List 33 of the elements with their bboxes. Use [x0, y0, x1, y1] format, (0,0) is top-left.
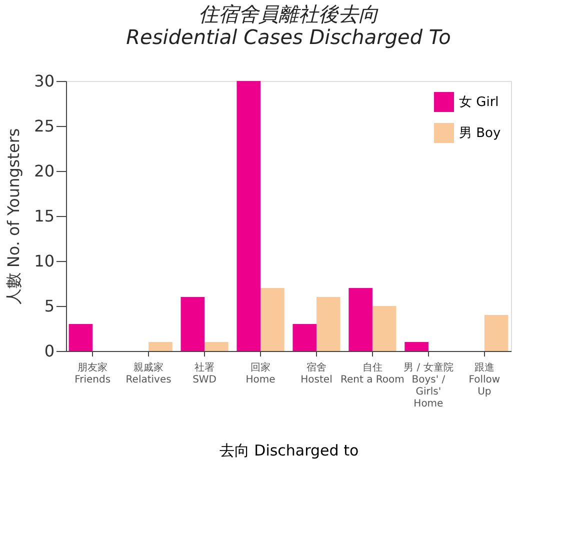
- y-tick-label: 0: [44, 342, 54, 360]
- x-tick-label: 社署 SWD: [192, 362, 217, 386]
- y-tick-label: 15: [34, 206, 54, 226]
- bar: [180, 297, 205, 351]
- bar: [404, 342, 428, 351]
- y-tick-label: 30: [34, 72, 54, 90]
- bar: [292, 324, 316, 351]
- y-tick-label: 10: [34, 252, 54, 270]
- bar: [236, 81, 261, 351]
- legend-label: 女 Girl: [459, 95, 499, 110]
- chart-title: 住宿舍員離社後去向: [198, 2, 378, 26]
- bar: [316, 297, 340, 351]
- x-tick-label: 自住 Rent a Room: [340, 362, 404, 386]
- bar: [372, 306, 396, 351]
- x-tick-label: 宿舍 Hostel: [300, 362, 332, 386]
- x-tick-label: 朋友家 Friends: [74, 362, 111, 386]
- x-tick-label: 男 / 女童院 Boys' / Girls' Home: [404, 362, 454, 410]
- x-axis-title: 去向 Discharged to: [219, 442, 359, 460]
- y-tick-label: 5: [44, 296, 54, 316]
- legend-label: 男 Boy: [459, 126, 502, 141]
- x-tick-label: 回家 Home: [246, 362, 276, 386]
- y-tick-label: 25: [34, 116, 54, 136]
- bar: [348, 288, 372, 351]
- bar: [68, 324, 93, 351]
- y-axis-title: 人數 No. of Youngsters: [4, 128, 24, 305]
- x-tick-label: 親戚家 Relatives: [126, 362, 172, 386]
- x-tick-label: 跟進 Follow Up: [468, 362, 500, 398]
- bar: [148, 342, 172, 351]
- chart-subtitle: Residential Cases Discharged To: [126, 25, 451, 49]
- bar: [484, 315, 508, 351]
- bar: [204, 342, 228, 351]
- y-tick-label: 20: [34, 162, 54, 180]
- bar: [260, 288, 284, 351]
